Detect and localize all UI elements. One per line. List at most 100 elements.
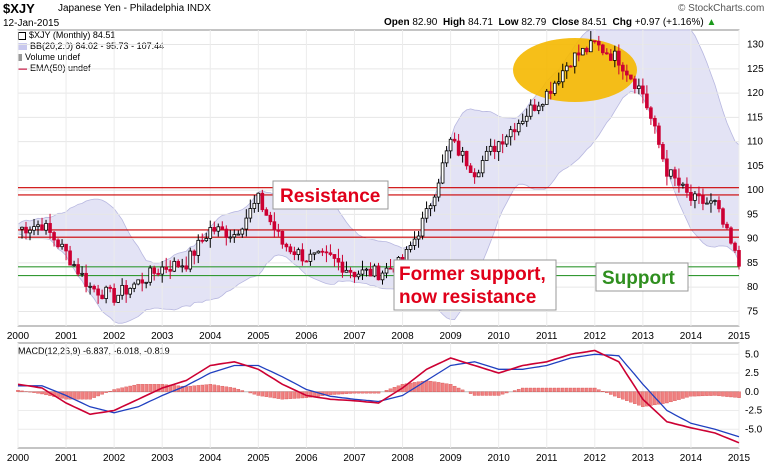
- macd-histogram-bar: [120, 387, 124, 392]
- macd-y-ticks: -5.0 -2.5 0.0 2.5 5.0: [745, 349, 763, 435]
- price-tick-label: 80: [747, 282, 759, 293]
- macd-histogram-bar: [593, 387, 597, 392]
- candle-body: [204, 238, 209, 242]
- candle-body: [721, 208, 725, 225]
- candle-body: [613, 50, 617, 61]
- candle-body: [560, 70, 565, 83]
- macd-histogram-bar: [144, 384, 148, 392]
- candle-body: [176, 260, 181, 268]
- chg-label: Chg: [612, 17, 632, 28]
- candle-body: [597, 40, 601, 46]
- candle-body: [36, 224, 40, 227]
- price-x-tick-label: 2014: [680, 331, 703, 342]
- candle-body: [388, 267, 393, 270]
- candle-body: [268, 214, 273, 223]
- macd-histogram-bar: [108, 390, 112, 392]
- candle-body: [88, 285, 92, 288]
- macd-histogram-bar: [733, 391, 737, 398]
- candle-body: [617, 50, 621, 66]
- candle-body: [148, 267, 152, 283]
- macd-histogram-bar: [488, 391, 493, 396]
- price-tick-label: 120: [747, 88, 764, 99]
- macd-histogram-bar: [220, 385, 225, 392]
- macd-histogram-bar: [140, 384, 144, 392]
- macd-histogram-bar: [673, 391, 677, 401]
- macd-histogram-bar: [552, 387, 557, 392]
- candle-body: [188, 250, 193, 270]
- candle-body: [152, 267, 156, 274]
- macd-histogram-bar: [452, 385, 457, 392]
- macd-histogram-bar: [76, 391, 80, 400]
- candle-body: [84, 272, 88, 287]
- macd-histogram-bar: [340, 391, 345, 395]
- macd-tick-label: -2.5: [745, 406, 763, 417]
- candle-body: [665, 158, 669, 177]
- candle-body: [28, 229, 32, 234]
- macd-histogram-bar: [729, 391, 733, 398]
- macd-histogram-bar: [532, 387, 537, 392]
- candle-body: [116, 294, 120, 303]
- macd-x-tick-label: 2006: [295, 453, 318, 464]
- brand-watermark: © StockCharts.com: [678, 3, 765, 14]
- support-label: Support: [602, 268, 675, 289]
- exchange-label: INDX: [187, 3, 211, 14]
- macd-x-tick-label: 2012: [584, 453, 607, 464]
- candle-body: [649, 107, 653, 119]
- macd-histogram-bar: [308, 391, 313, 398]
- macd-signal-line: [18, 353, 740, 438]
- macd-histogram-bar: [665, 391, 669, 404]
- macd-histogram-bar: [40, 391, 44, 395]
- candle-body: [500, 141, 505, 145]
- candle-body: [472, 172, 477, 178]
- chart-symbol: $XJY: [3, 1, 35, 16]
- macd-histogram-bar: [280, 391, 285, 400]
- macd-histogram-bar: [468, 391, 473, 394]
- macd-x-tick-label: 2002: [103, 453, 126, 464]
- price-x-tick-label: 2015: [728, 331, 751, 342]
- candle-body: [673, 169, 677, 179]
- candle-body: [605, 52, 609, 55]
- macd-histogram-bar: [32, 391, 36, 393]
- candle-body: [492, 145, 497, 153]
- price-tick-label: 110: [747, 137, 763, 148]
- candle-body: [300, 249, 305, 262]
- candle-body: [120, 284, 124, 296]
- candle-body: [448, 138, 453, 152]
- candle-body: [68, 250, 72, 266]
- price-x-tick-label: 2005: [247, 331, 270, 342]
- price-x-tick-label: 2001: [55, 331, 78, 342]
- candle-body: [456, 140, 461, 156]
- macd-histogram-bar: [112, 389, 116, 392]
- price-x-tick-label: 2009: [439, 331, 462, 342]
- candle-body: [733, 242, 737, 251]
- chart-name: Japanese Yen - Philadelphia INDX: [58, 3, 211, 14]
- macd-histogram-bar: [348, 391, 353, 394]
- macd-histogram-bar: [460, 389, 465, 392]
- macd-histogram-bar: [677, 391, 681, 400]
- macd-histogram-bar: [629, 391, 633, 403]
- macd-histogram-bar: [569, 387, 573, 392]
- former-support-label-1: Former support,: [399, 264, 546, 285]
- candle-body: [248, 208, 253, 219]
- candle-body: [476, 172, 481, 178]
- macd-histogram-bar: [476, 391, 481, 396]
- candle-body: [416, 235, 421, 240]
- legend-volume: Volume undef: [18, 52, 80, 62]
- candle-body: [212, 227, 217, 232]
- macd-histogram-bar: [573, 387, 577, 392]
- candle-body: [352, 271, 357, 278]
- candle-body: [220, 226, 225, 230]
- candle-body: [592, 40, 597, 43]
- candle-body: [693, 193, 697, 201]
- former-support-label-2: now resistance: [399, 287, 536, 308]
- candle-body: [524, 115, 529, 122]
- macd-histogram-bar: [16, 390, 20, 392]
- low-value: 82.79: [521, 17, 547, 28]
- macd-histogram-bar: [424, 380, 429, 392]
- candle-body: [324, 251, 329, 254]
- macd-histogram-bar: [609, 391, 613, 395]
- candle-body: [717, 200, 721, 210]
- macd-histogram-bar: [444, 383, 449, 392]
- macd-histogram-bar: [597, 389, 601, 392]
- price-tick-label: 95: [747, 209, 759, 220]
